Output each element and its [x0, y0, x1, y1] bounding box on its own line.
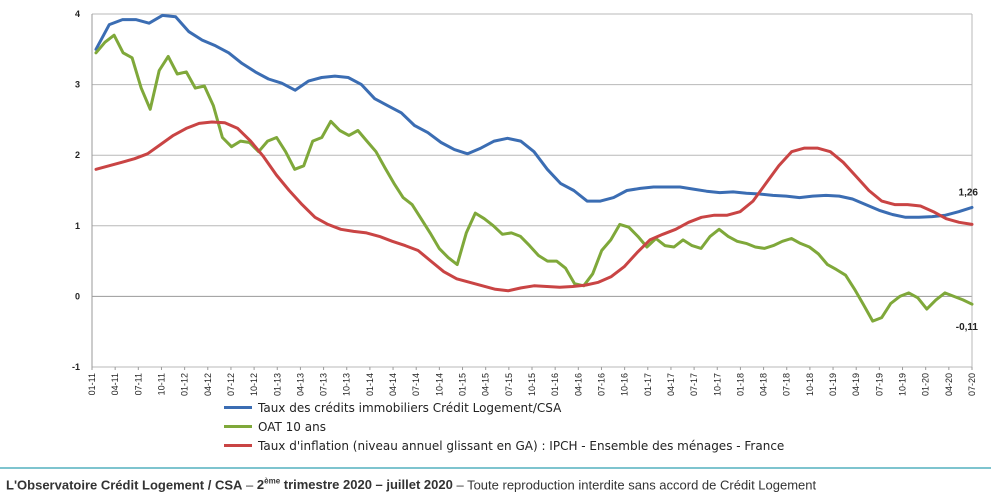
- x-tick-label: 07-20: [967, 373, 977, 396]
- legend-swatch-oat: [224, 425, 252, 428]
- x-tick-label: 07-18: [782, 373, 792, 396]
- footer-period-post: trimestre 2020 – juillet 2020: [280, 477, 453, 493]
- x-tick-label: 07-13: [319, 373, 329, 396]
- x-tick-label: 10-11: [156, 373, 166, 395]
- x-tick-label: 01-13: [272, 373, 282, 396]
- series-line-2: [94, 120, 974, 293]
- x-tick-label: 04-19: [851, 373, 861, 396]
- footer-org: L'Observatoire Crédit Logement / CSA: [6, 477, 243, 493]
- x-tick-label: 01-12: [180, 373, 190, 396]
- legend-label-credit: Taux des crédits immobiliers Crédit Loge…: [258, 400, 562, 415]
- legend-label-inflation: Taux d'inflation (niveau annuel glissant…: [258, 438, 785, 453]
- x-tick-label: 04-14: [388, 373, 398, 396]
- chart-grid: [91, 13, 973, 368]
- end-labels: 1,26 -0,11: [956, 187, 979, 333]
- footer-period-sup: ème: [264, 477, 281, 486]
- x-tick-label: 10-19: [898, 373, 908, 396]
- legend-swatch-credit: [224, 406, 252, 409]
- x-tick-label: 10-17: [712, 373, 722, 396]
- x-tick-label: 01-15: [458, 373, 468, 396]
- x-tick-label: 04-16: [573, 373, 583, 396]
- footer-divider: [0, 467, 991, 469]
- x-tick-label: 04-17: [666, 373, 676, 396]
- x-tick-label: 10-14: [434, 373, 444, 396]
- x-tick-label: 01-20: [921, 373, 931, 396]
- end-label-1: -0,11: [956, 322, 979, 333]
- y-tick-label: 3: [75, 80, 80, 90]
- x-tick-label: 04-11: [110, 373, 120, 395]
- y-tick-label: 2: [75, 150, 80, 160]
- x-tick-label: 10-13: [342, 373, 352, 396]
- x-tick-label: 10-16: [620, 373, 630, 396]
- end-label-0: 1,26: [959, 187, 979, 198]
- x-tick-label: 04-12: [203, 373, 213, 396]
- series-line-1: [94, 33, 974, 323]
- x-tick-label: 07-19: [874, 373, 884, 396]
- footer-notice: Toute reproduction interdite sans accord…: [467, 477, 817, 493]
- chart-legend: Taux des crédits immobiliers Crédit Loge…: [224, 398, 784, 455]
- x-tick-label: 01-18: [735, 373, 745, 396]
- x-tick-label: 04-15: [481, 373, 491, 396]
- x-tick-label: 07-16: [596, 373, 606, 396]
- x-tick-label: 01-16: [550, 373, 560, 396]
- x-tick-label: 01-14: [365, 373, 375, 396]
- x-tick-label: 07-11: [133, 373, 143, 395]
- x-tick-label: 04-20: [944, 373, 954, 396]
- y-tick-label: -1: [72, 362, 80, 372]
- x-tick-label: 10-12: [249, 373, 259, 396]
- footer-sep2: –: [452, 477, 468, 493]
- x-tick-label: 10-18: [805, 373, 815, 396]
- x-tick-label: 01-19: [828, 373, 838, 396]
- x-tick-label: 07-12: [226, 373, 236, 396]
- legend-item-oat: OAT 10 ans: [224, 417, 784, 436]
- x-tick-label: 07-15: [504, 373, 514, 396]
- legend-item-credit: Taux des crédits immobiliers Crédit Loge…: [224, 398, 784, 417]
- x-tick-label: 01-11: [87, 373, 97, 395]
- x-tick-label: 07-17: [689, 373, 699, 396]
- x-tick-label: 07-14: [411, 373, 421, 396]
- y-tick-label: 0: [75, 291, 80, 301]
- x-tick-label: 01-17: [643, 373, 653, 396]
- footer-period-pre: 2: [256, 477, 265, 493]
- footer-sep1: –: [242, 477, 257, 493]
- chart-series: [94, 13, 974, 323]
- y-tick-label: 4: [75, 9, 80, 19]
- footer: L'Observatoire Crédit Logement / CSA – 2…: [6, 477, 816, 492]
- series-line-0: [94, 13, 974, 219]
- x-axis-ticks: 01-11 04-11 07-11 10-11 01-12 04-12 07-12 10-12…: [87, 367, 977, 396]
- x-tick-label: 04-13: [295, 373, 305, 396]
- legend-label-oat: OAT 10 ans: [258, 419, 326, 434]
- y-axis-ticks: -1 0 1 2 3 4: [72, 9, 80, 372]
- line-chart: -1 0 1 2 3 4 01-11 04-11 07-11 10-11 01-12 04-12 07…: [72, 9, 979, 396]
- x-tick-label: 10-15: [527, 373, 537, 396]
- legend-swatch-inflation: [224, 444, 252, 447]
- x-tick-label: 04-18: [759, 373, 769, 396]
- y-tick-label: 1: [75, 221, 80, 231]
- legend-item-inflation: Taux d'inflation (niveau annuel glissant…: [224, 436, 784, 455]
